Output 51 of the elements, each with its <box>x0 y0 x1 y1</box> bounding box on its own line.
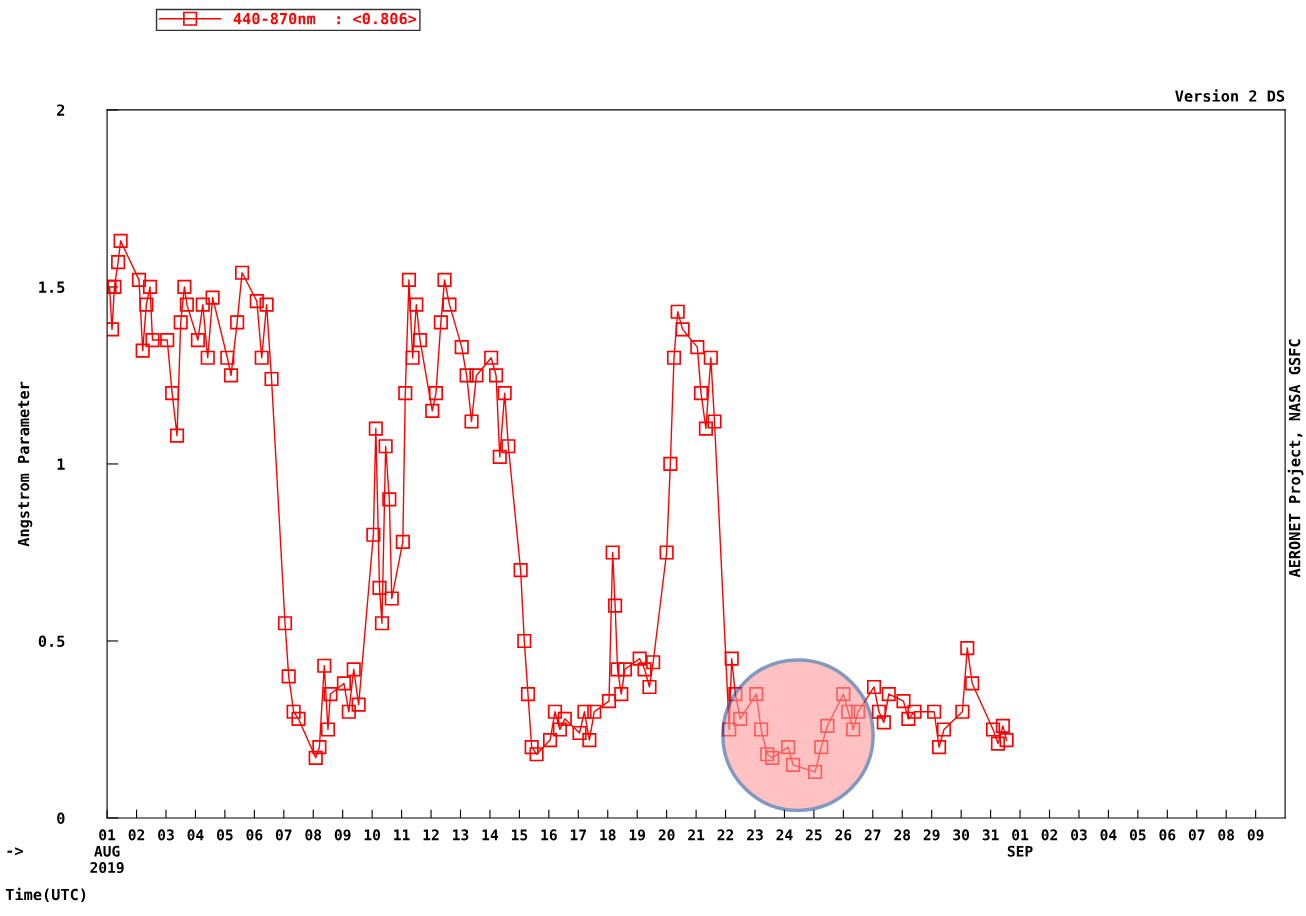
x-tick-label: 11 <box>394 829 410 841</box>
x-tick-label: 07 <box>275 829 292 841</box>
x-tick-label: 06 <box>246 829 263 841</box>
x-tick-label: 19 <box>629 829 646 841</box>
y-tick-label: 1.5 <box>39 281 65 293</box>
x-tick-label: 22 <box>717 829 734 841</box>
x-tick-label: 04 <box>1100 829 1117 841</box>
x-tick-label: 24 <box>776 829 793 841</box>
x-tick-label: 16 <box>541 829 557 841</box>
x-tick-label: 10 <box>364 829 381 841</box>
x-tick-label: 09 <box>334 829 351 841</box>
x-tick-label: 02 <box>128 829 145 841</box>
text: -> <box>7 847 23 856</box>
x-tick-label: 03 <box>158 829 174 841</box>
x-tick-label: 01 SEP <box>1007 829 1033 857</box>
x-tick-label: 12 <box>423 829 439 841</box>
x-tick-label: 06 <box>1159 829 1176 841</box>
x-tick-label: 13 <box>453 829 469 841</box>
x-tick-label: 26 <box>835 829 852 841</box>
text: AERONET Project, NASA GSFC <box>1287 339 1304 578</box>
y-tick-label: 2 <box>57 104 65 116</box>
x-tick-label: 05 <box>1129 829 1146 841</box>
x-tick-label: 31 <box>982 829 999 841</box>
x-tick-label: 23 <box>747 829 763 841</box>
x-tick-label: 20 <box>658 829 675 841</box>
chart-title: Version 2 DS <box>1175 89 1285 102</box>
x-tick-label: 25 <box>805 829 822 841</box>
x-tick-label: 02 <box>1041 829 1058 841</box>
x-tick-label: 30 <box>953 829 970 841</box>
legend-label: 440-870nm : <0.806> <box>233 12 417 25</box>
x-tick-label: 27 <box>864 829 881 841</box>
x-tick-label: 17 <box>570 829 586 841</box>
x-tick-label: 14 <box>482 829 499 841</box>
x-tick-label: 07 <box>1188 829 1205 841</box>
y-tick-label: 0.5 <box>38 635 65 647</box>
y-axis-title: Angstrom Parameter <box>17 381 33 547</box>
x-tick-label: 21 <box>688 829 705 841</box>
x-tick-label: 03 <box>1071 829 1087 841</box>
x-tick-label: 04 <box>187 829 204 841</box>
x-tick-label: 08 <box>305 829 322 841</box>
y-tick-label: 0 <box>57 812 65 825</box>
x-tick-label: 29 <box>923 829 940 841</box>
x-tick-label: 01 AUG 2019 <box>90 829 124 874</box>
x-tick-label: 08 <box>1218 829 1235 841</box>
x-tick-label: 15 <box>511 829 528 841</box>
x-tick-label: 09 <box>1247 829 1264 841</box>
x-tick-label: 28 <box>894 829 911 841</box>
y-tick-label: 1 <box>57 458 65 470</box>
x-axis-title: Time(UTC) <box>5 887 86 903</box>
x-tick-label: 18 <box>600 829 616 841</box>
x-tick-label: 05 <box>216 829 233 841</box>
